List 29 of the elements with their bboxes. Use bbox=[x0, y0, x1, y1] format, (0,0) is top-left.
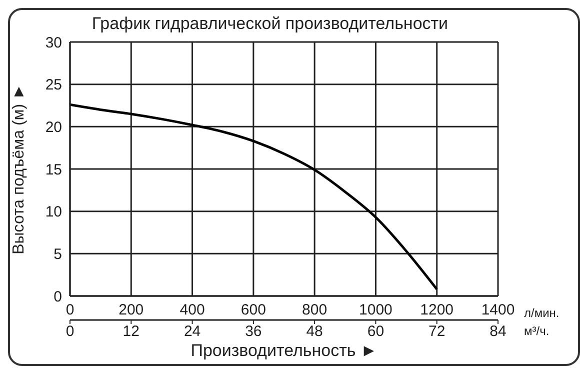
x2-tick-label: 36 bbox=[245, 323, 262, 340]
x2-tick-label: 60 bbox=[367, 323, 384, 340]
x-tick-label: 1400 bbox=[481, 302, 515, 319]
y-axis-title: Высота подъёма (м) ► bbox=[10, 84, 28, 254]
x2-tick-label: 84 bbox=[490, 323, 506, 340]
x-tick-label: 400 bbox=[180, 302, 205, 319]
x2-tick-label: 72 bbox=[428, 323, 446, 340]
y-tick-label: 15 bbox=[45, 161, 62, 178]
x-tick-label: 0 bbox=[66, 302, 74, 319]
x-tick-label: 200 bbox=[118, 302, 144, 319]
y-tick-label: 30 bbox=[45, 34, 62, 52]
chart-title: График гидравлической производительности bbox=[90, 14, 450, 34]
y-tick-label: 0 bbox=[54, 288, 62, 306]
y-tick-label: 20 bbox=[45, 118, 62, 136]
x2-tick-label: 0 bbox=[66, 323, 74, 340]
x-tick-label: 1000 bbox=[359, 302, 392, 319]
line-series bbox=[70, 103, 438, 290]
y-tick-label: 10 bbox=[45, 204, 62, 221]
y-tick-label: 5 bbox=[54, 246, 62, 263]
x-tick-label: 600 bbox=[240, 302, 266, 319]
text: л/мин. bbox=[524, 306, 560, 320]
text: м³/ч. bbox=[524, 324, 550, 338]
x-tick-label: 800 bbox=[302, 302, 328, 319]
x2-tick-label: 48 bbox=[306, 323, 323, 340]
x-axis-title: Производительность ► bbox=[190, 341, 378, 360]
x-tick-label: 1200 bbox=[420, 302, 454, 319]
x2-tick-label: 24 bbox=[184, 323, 201, 340]
x2-tick-label: 12 bbox=[122, 323, 140, 340]
y-tick-label: 25 bbox=[45, 76, 62, 94]
